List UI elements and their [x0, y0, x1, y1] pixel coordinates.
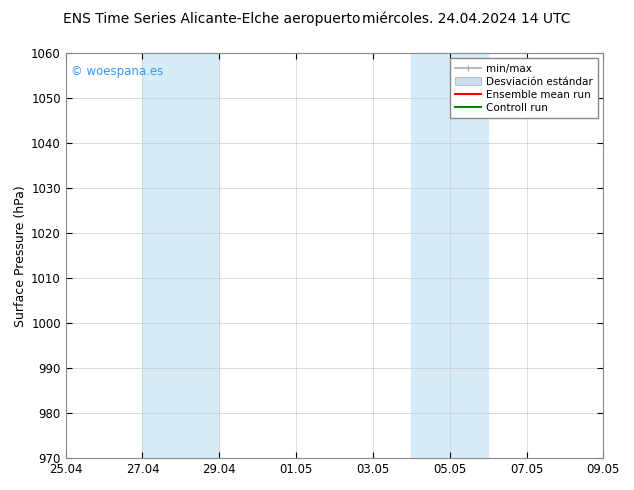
Bar — [411, 53, 488, 458]
Y-axis label: Surface Pressure (hPa): Surface Pressure (hPa) — [14, 185, 27, 327]
Bar — [143, 53, 219, 458]
Text: ENS Time Series Alicante-Elche aeropuerto: ENS Time Series Alicante-Elche aeropuert… — [63, 12, 361, 26]
Text: miércoles. 24.04.2024 14 UTC: miércoles. 24.04.2024 14 UTC — [362, 12, 571, 26]
Text: © woespana.es: © woespana.es — [71, 65, 164, 78]
Legend: min/max, Desviación estándar, Ensemble mean run, Controll run: min/max, Desviación estándar, Ensemble m… — [450, 58, 598, 118]
